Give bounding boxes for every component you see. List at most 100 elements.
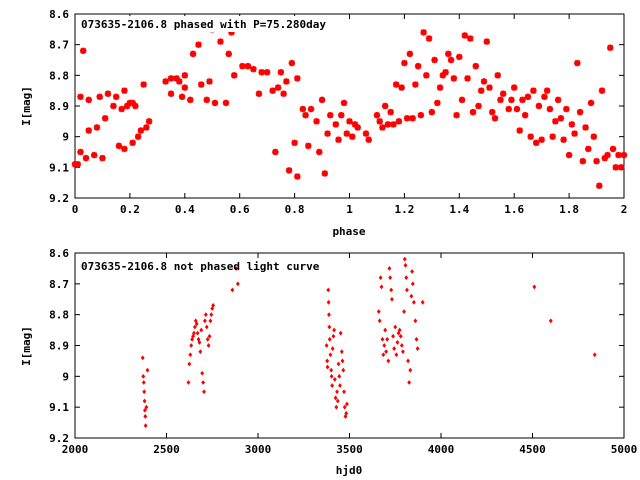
unphased-data-point	[189, 343, 194, 348]
phased-data-point	[541, 93, 548, 100]
phased-y-tick-label: 8.6	[49, 8, 69, 21]
unphased-data-point	[343, 414, 348, 419]
phased-data-point	[343, 130, 350, 137]
unphased-data-point	[331, 333, 336, 339]
unphased-data-point	[142, 407, 147, 413]
phased-data-point	[475, 102, 482, 110]
unphased-data-point	[336, 361, 341, 367]
phased-data-point	[332, 121, 339, 128]
phased-data-point	[137, 127, 145, 134]
unphased-data-point	[377, 318, 382, 324]
phased-data-point	[225, 50, 232, 58]
phased-data-point	[93, 124, 101, 131]
unphased-chart-title: 073635-2106.8 not phased light curve	[81, 260, 320, 273]
phased-data-point	[409, 115, 416, 122]
phased-data-point	[324, 130, 331, 137]
phased-data-point	[115, 142, 123, 150]
unphased-x-axis-label: hjd0	[336, 464, 363, 477]
unphased-data-point	[384, 349, 389, 355]
phased-data-point	[494, 72, 501, 79]
unphased-data-point	[338, 383, 342, 388]
phased-title-background	[79, 16, 341, 32]
phased-data-point	[401, 59, 408, 67]
unphased-data-point	[235, 281, 240, 287]
unphased-data-point	[335, 389, 339, 395]
unphased-data-point	[201, 380, 206, 385]
unphased-data-point	[532, 284, 537, 290]
unphased-data-point	[548, 318, 553, 324]
unphased-data-point	[326, 299, 331, 305]
phased-data-point	[467, 35, 474, 42]
phased-data-point	[434, 99, 441, 107]
phased-data-point	[206, 78, 213, 85]
unphased-data-point	[398, 333, 403, 339]
phased-data-point	[461, 32, 468, 39]
phased-data-point	[340, 99, 348, 107]
phased-data-point	[101, 115, 109, 122]
phased-data-point	[436, 84, 444, 91]
unphased-data-point	[401, 349, 405, 355]
phased-data-point	[538, 136, 545, 143]
unphased-data-point	[387, 266, 392, 271]
phased-data-point	[431, 56, 438, 64]
phased-data-point	[618, 164, 625, 171]
phased-data-point	[335, 136, 342, 143]
phased-data-point	[365, 136, 372, 143]
unphased-data-point	[414, 336, 419, 342]
unphased-data-point	[399, 343, 404, 348]
phased-data-point	[456, 53, 463, 61]
phased-data-point	[447, 56, 455, 64]
phased-data-point	[178, 93, 186, 100]
phased-data-point	[480, 78, 488, 85]
phased-data-point	[231, 72, 238, 79]
unphased-data-point	[187, 361, 192, 367]
phased-data-point	[381, 102, 389, 110]
unphased-data-point	[195, 330, 200, 336]
phased-data-point	[398, 84, 405, 91]
unphased-data-points	[140, 256, 597, 429]
unphased-data-point	[410, 269, 415, 274]
phased-data-point	[121, 87, 128, 94]
phased-data-point	[173, 75, 180, 82]
phased-x-tick-label: 1.4	[449, 203, 469, 216]
phased-data-point	[99, 154, 106, 162]
phased-data-point	[513, 105, 521, 113]
phased-data-point	[217, 38, 224, 45]
unphased-data-point	[402, 309, 406, 314]
unphased-data-point	[194, 321, 199, 327]
phased-data-point	[96, 93, 103, 100]
phased-data-point	[272, 148, 279, 156]
phased-data-point	[285, 167, 293, 174]
phased-data-point	[486, 84, 493, 91]
phased-data-point	[406, 50, 414, 58]
phased-data-point	[483, 38, 490, 45]
phased-data-point	[519, 96, 526, 104]
unphased-data-point	[203, 312, 208, 318]
phased-x-tick-label: 0.6	[230, 203, 250, 216]
phased-data-point	[110, 102, 117, 110]
phased-data-point	[508, 96, 515, 104]
phased-data-point	[596, 182, 603, 189]
phased-data-point	[491, 115, 499, 122]
phased-data-point	[598, 87, 606, 94]
unphased-data-point	[404, 275, 409, 281]
phased-data-point	[604, 151, 611, 159]
phased-data-point	[412, 81, 419, 88]
phased-data-point	[516, 127, 523, 134]
phased-data-point	[291, 139, 298, 146]
phased-data-point	[255, 90, 263, 97]
phased-x-axis-label: phase	[332, 225, 365, 238]
phased-data-point	[280, 90, 287, 97]
phased-data-point	[189, 50, 197, 58]
unphased-data-point	[405, 287, 409, 293]
phased-x-tick-label: 0.4	[175, 203, 195, 216]
phased-data-point	[568, 121, 576, 128]
unphased-data-point	[328, 352, 333, 358]
phased-data-point	[587, 99, 595, 107]
unphased-plot-frame	[74, 252, 625, 439]
unphased-data-point	[327, 324, 332, 330]
unphased-data-point	[335, 398, 340, 404]
unphased-data-point	[338, 330, 343, 336]
phased-data-point	[299, 105, 307, 113]
unphased-data-point	[403, 262, 408, 268]
